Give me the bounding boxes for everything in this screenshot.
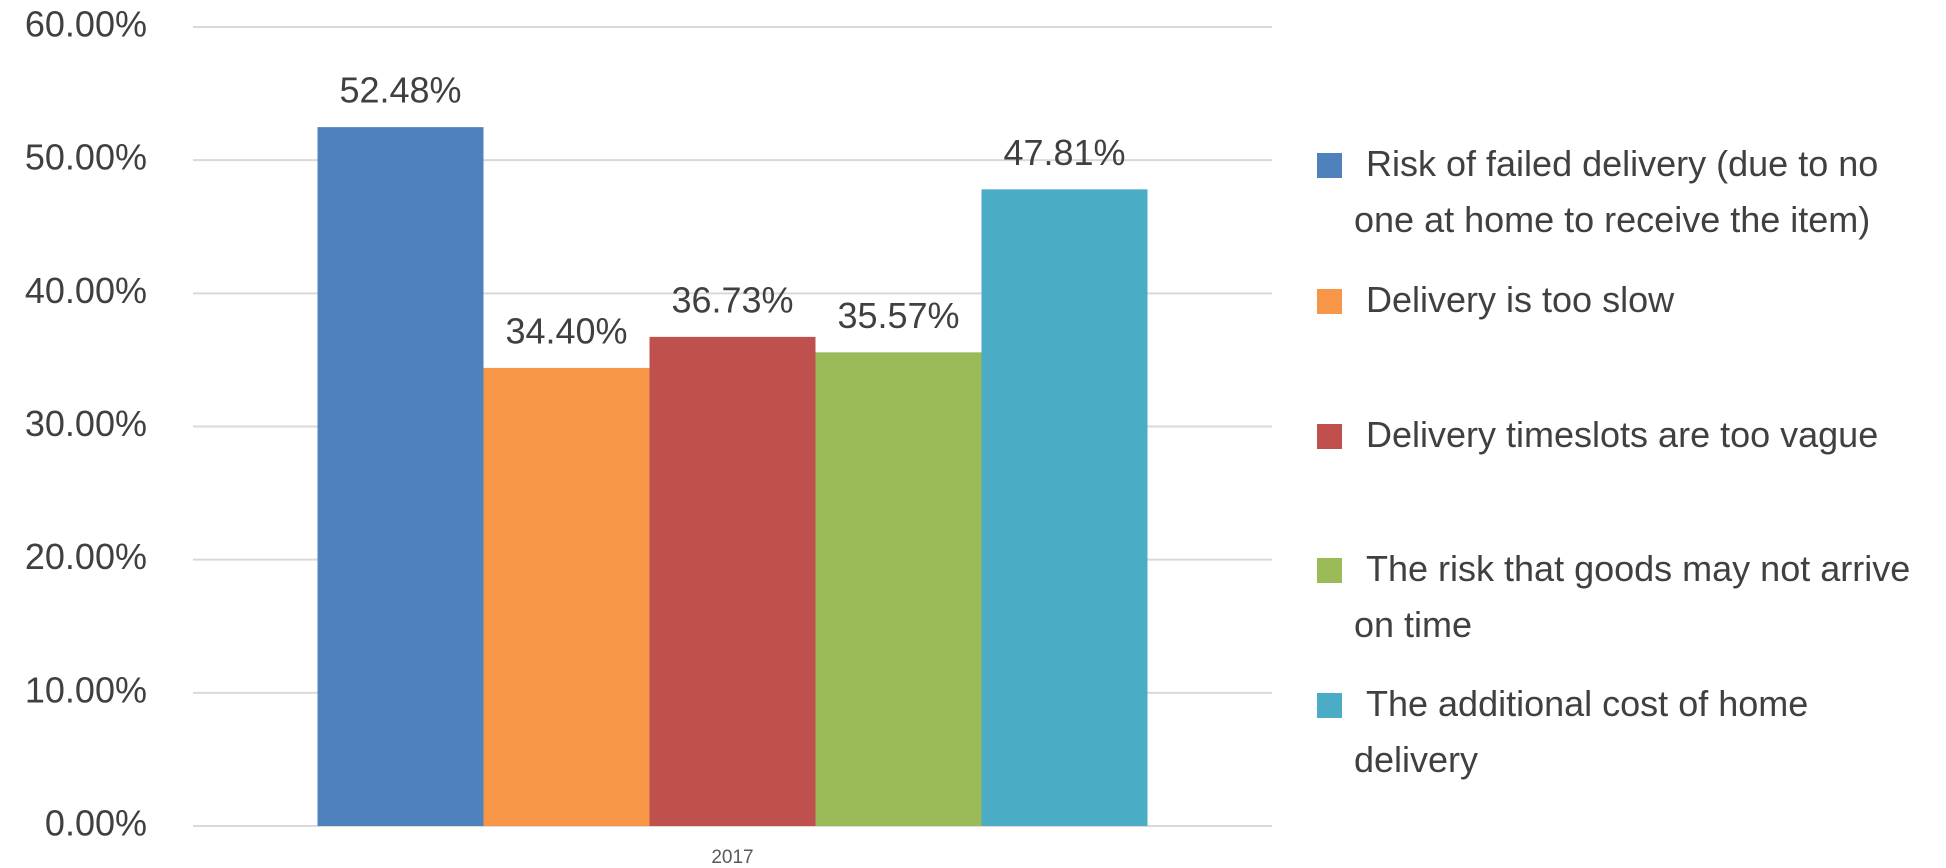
bar — [483, 367, 650, 826]
y-tick-label: 30.00% — [25, 403, 147, 444]
y-tick-label: 0.00% — [45, 803, 147, 844]
legend-label: Risk of failed delivery (due to no one at… — [1354, 143, 1878, 240]
x-tick-label: 2017 — [711, 847, 753, 868]
data-label: 34.40% — [505, 310, 627, 351]
legend-swatch — [1317, 424, 1342, 449]
y-tick-label: 10.00% — [25, 669, 147, 710]
legend-label: Delivery is too slow — [1366, 279, 1675, 320]
legend-swatch — [1317, 289, 1342, 314]
data-label: 35.57% — [837, 295, 959, 336]
data-label: 47.81% — [1003, 132, 1125, 173]
bar — [981, 189, 1148, 826]
data-label: 52.48% — [339, 70, 461, 111]
y-tick-label: 20.00% — [25, 536, 147, 577]
y-tick-label: 40.00% — [25, 270, 147, 311]
y-tick-label: 60.00% — [25, 4, 147, 45]
legend-label: The additional cost of home delivery — [1354, 683, 1808, 780]
bar — [649, 336, 816, 826]
legend-swatch — [1317, 693, 1342, 718]
legend-label: The risk that goods may not arrive on tim… — [1354, 548, 1910, 645]
legend-swatch — [1317, 153, 1342, 178]
legend-swatch — [1317, 558, 1342, 583]
legend-label: Delivery timeslots are too vague — [1366, 414, 1878, 455]
data-label: 36.73% — [671, 279, 793, 320]
y-tick-label: 50.00% — [25, 137, 147, 178]
bar — [815, 352, 982, 826]
bar — [317, 127, 484, 826]
